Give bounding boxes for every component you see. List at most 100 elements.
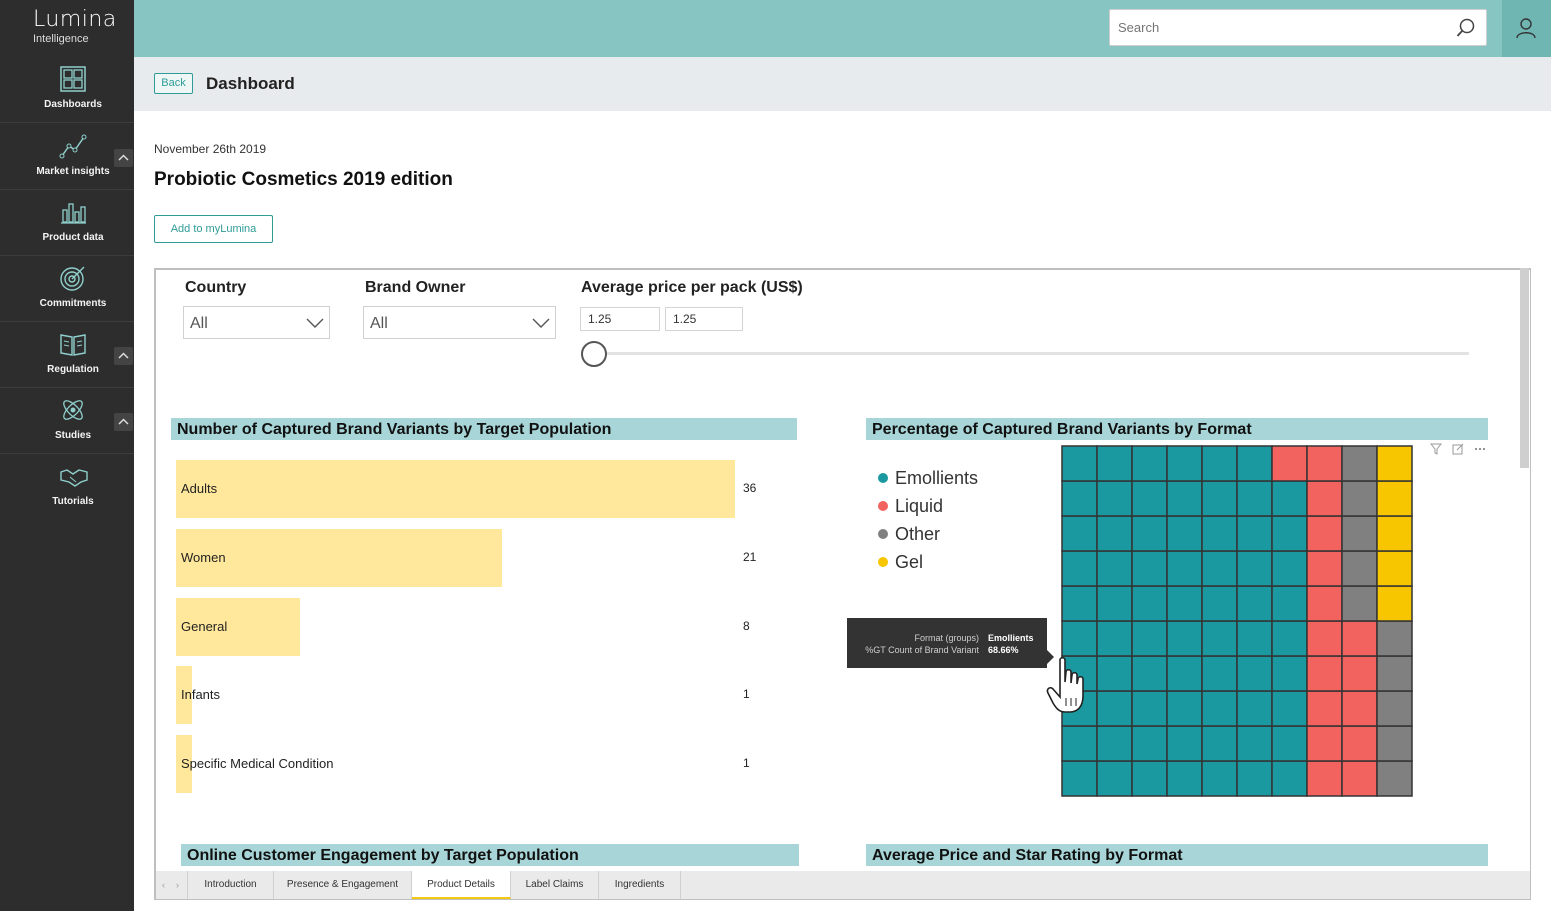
waffle-cell[interactable]: [1236, 550, 1273, 587]
waffle-cell[interactable]: [1376, 690, 1413, 727]
waffle-cell[interactable]: [1131, 550, 1168, 587]
waffle-cell[interactable]: [1376, 725, 1413, 762]
waffle-cell[interactable]: [1341, 585, 1378, 622]
waffle-cell[interactable]: [1061, 620, 1098, 657]
waffle-cell[interactable]: [1376, 445, 1413, 482]
legend-item[interactable]: Emollients: [878, 468, 978, 489]
waffle-cell[interactable]: [1131, 620, 1168, 657]
bar[interactable]: [176, 528, 503, 587]
waffle-cell[interactable]: [1166, 690, 1203, 727]
waffle-cell[interactable]: [1271, 655, 1308, 692]
waffle-cell[interactable]: [1271, 550, 1308, 587]
waffle-cell[interactable]: [1341, 620, 1378, 657]
waffle-cell[interactable]: [1341, 655, 1378, 692]
waffle-cell[interactable]: [1376, 655, 1413, 692]
waffle-cell[interactable]: [1096, 690, 1133, 727]
waffle-cell[interactable]: [1166, 655, 1203, 692]
bar[interactable]: [176, 460, 735, 518]
waffle-cell[interactable]: [1166, 480, 1203, 517]
waffle-cell[interactable]: [1061, 445, 1098, 482]
waffle-cell[interactable]: [1341, 445, 1378, 482]
expand-toggle[interactable]: [114, 413, 133, 431]
waffle-cell[interactable]: [1201, 480, 1238, 517]
waffle-cell[interactable]: [1096, 725, 1133, 762]
waffle-cell[interactable]: [1376, 480, 1413, 517]
waffle-cell[interactable]: [1271, 515, 1308, 552]
waffle-cell[interactable]: [1061, 760, 1098, 797]
waffle-cell[interactable]: [1341, 480, 1378, 517]
panel-scrollbar[interactable]: [1520, 268, 1529, 468]
tab-label-claims[interactable]: Label Claims: [511, 871, 599, 899]
waffle-cell[interactable]: [1236, 725, 1273, 762]
price-slider-track[interactable]: [594, 352, 1469, 355]
waffle-cell[interactable]: [1271, 585, 1308, 622]
waffle-cell[interactable]: [1061, 550, 1098, 587]
waffle-cell[interactable]: [1341, 725, 1378, 762]
waffle-cell[interactable]: [1306, 585, 1343, 622]
waffle-cell[interactable]: [1306, 725, 1343, 762]
legend-item[interactable]: Other: [878, 524, 940, 545]
waffle-cell[interactable]: [1061, 515, 1098, 552]
waffle-cell[interactable]: [1306, 515, 1343, 552]
bar[interactable]: [176, 597, 301, 656]
sidebar-item-dashboards[interactable]: Dashboards: [0, 57, 134, 123]
more-options-icon[interactable]: [1474, 447, 1486, 451]
waffle-cell[interactable]: [1376, 585, 1413, 622]
legend-item[interactable]: Gel: [878, 552, 923, 573]
tab-scroll-left-icon[interactable]: ‹: [162, 880, 165, 890]
sidebar-item-regulation[interactable]: Regulation: [0, 322, 134, 388]
legend-item[interactable]: Liquid: [878, 496, 943, 517]
waffle-cell[interactable]: [1306, 690, 1343, 727]
waffle-cell[interactable]: [1236, 760, 1273, 797]
waffle-cell[interactable]: [1096, 585, 1133, 622]
waffle-cell[interactable]: [1166, 760, 1203, 797]
price-min-input[interactable]: 1.25: [580, 307, 660, 331]
waffle-cell[interactable]: [1341, 550, 1378, 587]
waffle-cell[interactable]: [1096, 480, 1133, 517]
waffle-cell[interactable]: [1271, 690, 1308, 727]
waffle-cell[interactable]: [1306, 480, 1343, 517]
waffle-cell[interactable]: [1096, 445, 1133, 482]
bar[interactable]: [176, 735, 192, 793]
waffle-cell[interactable]: [1236, 690, 1273, 727]
add-to-mylumina-button[interactable]: Add to myLumina: [154, 215, 273, 243]
waffle-cell[interactable]: [1131, 585, 1168, 622]
waffle-cell[interactable]: [1236, 515, 1273, 552]
waffle-cell[interactable]: [1306, 655, 1343, 692]
waffle-cell[interactable]: [1236, 480, 1273, 517]
sidebar-item-market-insights[interactable]: Market insights: [0, 124, 134, 190]
waffle-cell[interactable]: [1236, 585, 1273, 622]
waffle-cell[interactable]: [1341, 760, 1378, 797]
waffle-cell[interactable]: [1131, 725, 1168, 762]
waffle-cell[interactable]: [1376, 620, 1413, 657]
sidebar-item-product-data[interactable]: Product data: [0, 190, 134, 256]
waffle-cell[interactable]: [1201, 550, 1238, 587]
price-max-input[interactable]: 1.25: [665, 307, 743, 331]
waffle-cell[interactable]: [1131, 515, 1168, 552]
waffle-cell[interactable]: [1236, 655, 1273, 692]
waffle-cell[interactable]: [1131, 480, 1168, 517]
waffle-cell[interactable]: [1096, 620, 1133, 657]
tab-product-details[interactable]: Product Details: [412, 871, 511, 899]
waffle-cell[interactable]: [1306, 445, 1343, 482]
waffle-cell[interactable]: [1236, 445, 1273, 482]
waffle-cell[interactable]: [1201, 655, 1238, 692]
waffle-cell[interactable]: [1061, 725, 1098, 762]
waffle-cell[interactable]: [1201, 515, 1238, 552]
waffle-cell[interactable]: [1236, 620, 1273, 657]
waffle-cell[interactable]: [1166, 515, 1203, 552]
waffle-cell[interactable]: [1096, 550, 1133, 587]
sidebar-item-tutorials[interactable]: Tutorials: [0, 454, 134, 520]
waffle-cell[interactable]: [1201, 690, 1238, 727]
waffle-cell[interactable]: [1341, 690, 1378, 727]
country-select[interactable]: All: [183, 306, 330, 339]
search-input[interactable]: [1110, 10, 1450, 45]
waffle-cell[interactable]: [1271, 480, 1308, 517]
waffle-cell[interactable]: [1271, 760, 1308, 797]
waffle-cell[interactable]: [1061, 480, 1098, 517]
search-icon[interactable]: [1456, 18, 1476, 38]
bar[interactable]: [176, 666, 192, 725]
tab-introduction[interactable]: Introduction: [188, 871, 274, 899]
waffle-cell[interactable]: [1201, 760, 1238, 797]
waffle-cell[interactable]: [1376, 515, 1413, 552]
